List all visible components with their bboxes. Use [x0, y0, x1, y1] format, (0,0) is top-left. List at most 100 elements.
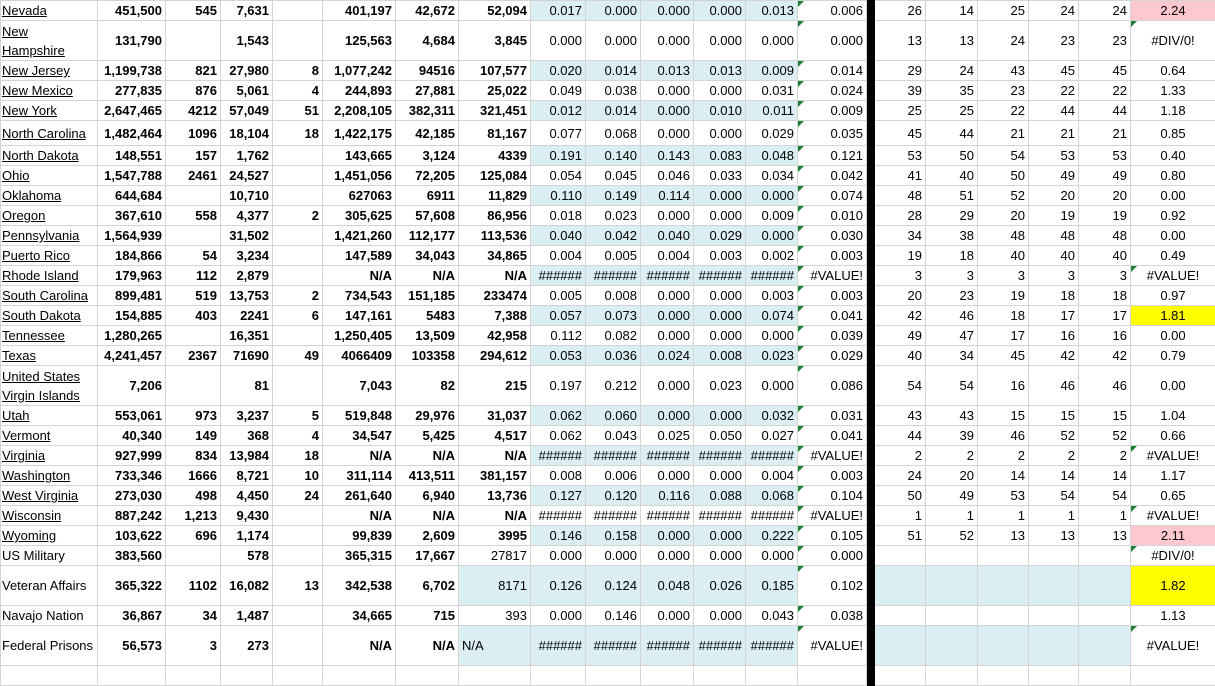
cell[interactable]: #VALUE! [798, 626, 867, 666]
cell[interactable]: 0.046 [641, 166, 694, 186]
cell[interactable]: N/A [396, 506, 459, 526]
cell[interactable]: 0.029 [798, 346, 867, 366]
cell[interactable]: 0.120 [586, 486, 641, 506]
cell[interactable]: 19 [875, 246, 926, 266]
cell[interactable]: 393 [459, 606, 531, 626]
row-name-cell[interactable]: Rhode Island [1, 266, 98, 286]
cell[interactable]: 13,753 [221, 286, 273, 306]
row-name-cell[interactable]: New Mexico [1, 81, 98, 101]
cell[interactable]: 1,174 [221, 526, 273, 546]
cell[interactable]: 0.014 [798, 61, 867, 81]
cell[interactable]: 305,625 [323, 206, 396, 226]
cell[interactable]: ###### [641, 446, 694, 466]
cell[interactable]: 821 [166, 61, 221, 81]
cell[interactable]: 0.039 [798, 326, 867, 346]
cell[interactable]: 8 [273, 61, 323, 81]
cell[interactable]: ###### [641, 626, 694, 666]
row-name-link[interactable]: New York [2, 103, 57, 118]
cell[interactable]: 112,177 [396, 226, 459, 246]
cell[interactable]: 1 [875, 506, 926, 526]
cell[interactable] [978, 546, 1029, 566]
cell[interactable]: 51 [273, 101, 323, 121]
cell[interactable]: 0.222 [746, 526, 798, 546]
cell[interactable] [746, 666, 798, 686]
cell[interactable]: 52 [1079, 426, 1131, 446]
cell[interactable]: 1 [978, 506, 1029, 526]
cell[interactable]: 19 [1029, 206, 1079, 226]
cell[interactable]: 13 [926, 21, 978, 61]
cell[interactable]: 0.000 [531, 606, 586, 626]
cell[interactable]: 34,665 [323, 606, 396, 626]
cell[interactable]: N/A [396, 626, 459, 666]
cell[interactable]: #VALUE! [1131, 626, 1215, 666]
cell[interactable]: 5,061 [221, 81, 273, 101]
cell[interactable] [98, 666, 166, 686]
cell[interactable]: 42 [875, 306, 926, 326]
cell[interactable]: 20 [1029, 186, 1079, 206]
cell[interactable]: 112 [166, 266, 221, 286]
cell[interactable]: 4 [273, 426, 323, 446]
cell[interactable]: 23 [1029, 21, 1079, 61]
cell[interactable]: 54 [875, 366, 926, 406]
cell[interactable]: 0.024 [641, 346, 694, 366]
cell[interactable]: 0.000 [694, 286, 746, 306]
cell[interactable]: ###### [531, 506, 586, 526]
cell[interactable]: 51 [875, 526, 926, 546]
cell[interactable]: 0.000 [694, 206, 746, 226]
cell[interactable] [1029, 626, 1079, 666]
cell[interactable]: 29 [926, 206, 978, 226]
cell[interactable]: 0.009 [746, 61, 798, 81]
cell[interactable]: 3,237 [221, 406, 273, 426]
cell[interactable]: ###### [586, 506, 641, 526]
cell[interactable] [978, 606, 1029, 626]
row-name-cell[interactable]: Federal Prisons [1, 626, 98, 666]
row-name-cell[interactable]: Pennsylvania [1, 226, 98, 246]
cell[interactable] [531, 666, 586, 686]
cell[interactable]: 23 [926, 286, 978, 306]
row-name-link[interactable]: Wisconsin [2, 508, 61, 523]
cell[interactable]: 734,543 [323, 286, 396, 306]
cell[interactable]: 49 [875, 326, 926, 346]
row-name-cell[interactable]: Navajo Nation [1, 606, 98, 626]
cell[interactable]: 2 [273, 206, 323, 226]
cell[interactable]: 15 [978, 406, 1029, 426]
cell[interactable]: 0.017 [531, 1, 586, 21]
cell[interactable] [166, 546, 221, 566]
cell[interactable]: 0.005 [586, 246, 641, 266]
cell[interactable]: 1,482,464 [98, 121, 166, 146]
cell[interactable] [273, 546, 323, 566]
cell[interactable]: 0.054 [531, 166, 586, 186]
cell[interactable]: 19 [1079, 206, 1131, 226]
cell[interactable]: 46 [978, 426, 1029, 446]
cell[interactable]: 0.013 [641, 61, 694, 81]
cell[interactable]: 13 [1029, 526, 1079, 546]
cell[interactable]: 0.023 [746, 346, 798, 366]
cell[interactable]: 2,609 [396, 526, 459, 546]
row-name-cell[interactable]: Puerto Rico [1, 246, 98, 266]
cell[interactable]: 4,450 [221, 486, 273, 506]
cell[interactable]: 1 [1079, 506, 1131, 526]
cell[interactable]: 0.124 [586, 566, 641, 606]
cell[interactable]: 0.000 [641, 546, 694, 566]
cell[interactable]: 19 [978, 286, 1029, 306]
row-name-cell[interactable]: West Virginia [1, 486, 98, 506]
cell[interactable]: 0.140 [586, 146, 641, 166]
cell[interactable]: 31,502 [221, 226, 273, 246]
cell[interactable]: 2,647,465 [98, 101, 166, 121]
cell[interactable]: 0.146 [586, 606, 641, 626]
row-name-link[interactable]: New Hampshire [2, 24, 65, 58]
cell[interactable] [586, 666, 641, 686]
row-name-cell[interactable]: South Dakota [1, 306, 98, 326]
cell[interactable]: 57,608 [396, 206, 459, 226]
cell[interactable]: 0.043 [746, 606, 798, 626]
cell[interactable]: 18 [978, 306, 1029, 326]
cell[interactable]: 1,564,939 [98, 226, 166, 246]
cell[interactable]: 56,573 [98, 626, 166, 666]
cell[interactable]: 13 [875, 21, 926, 61]
cell[interactable]: 834 [166, 446, 221, 466]
cell[interactable]: 1,422,175 [323, 121, 396, 146]
cell[interactable]: 34,043 [396, 246, 459, 266]
cell[interactable]: 0.010 [694, 101, 746, 121]
row-name-link[interactable]: Ohio [2, 168, 29, 183]
cell[interactable] [1079, 566, 1131, 606]
